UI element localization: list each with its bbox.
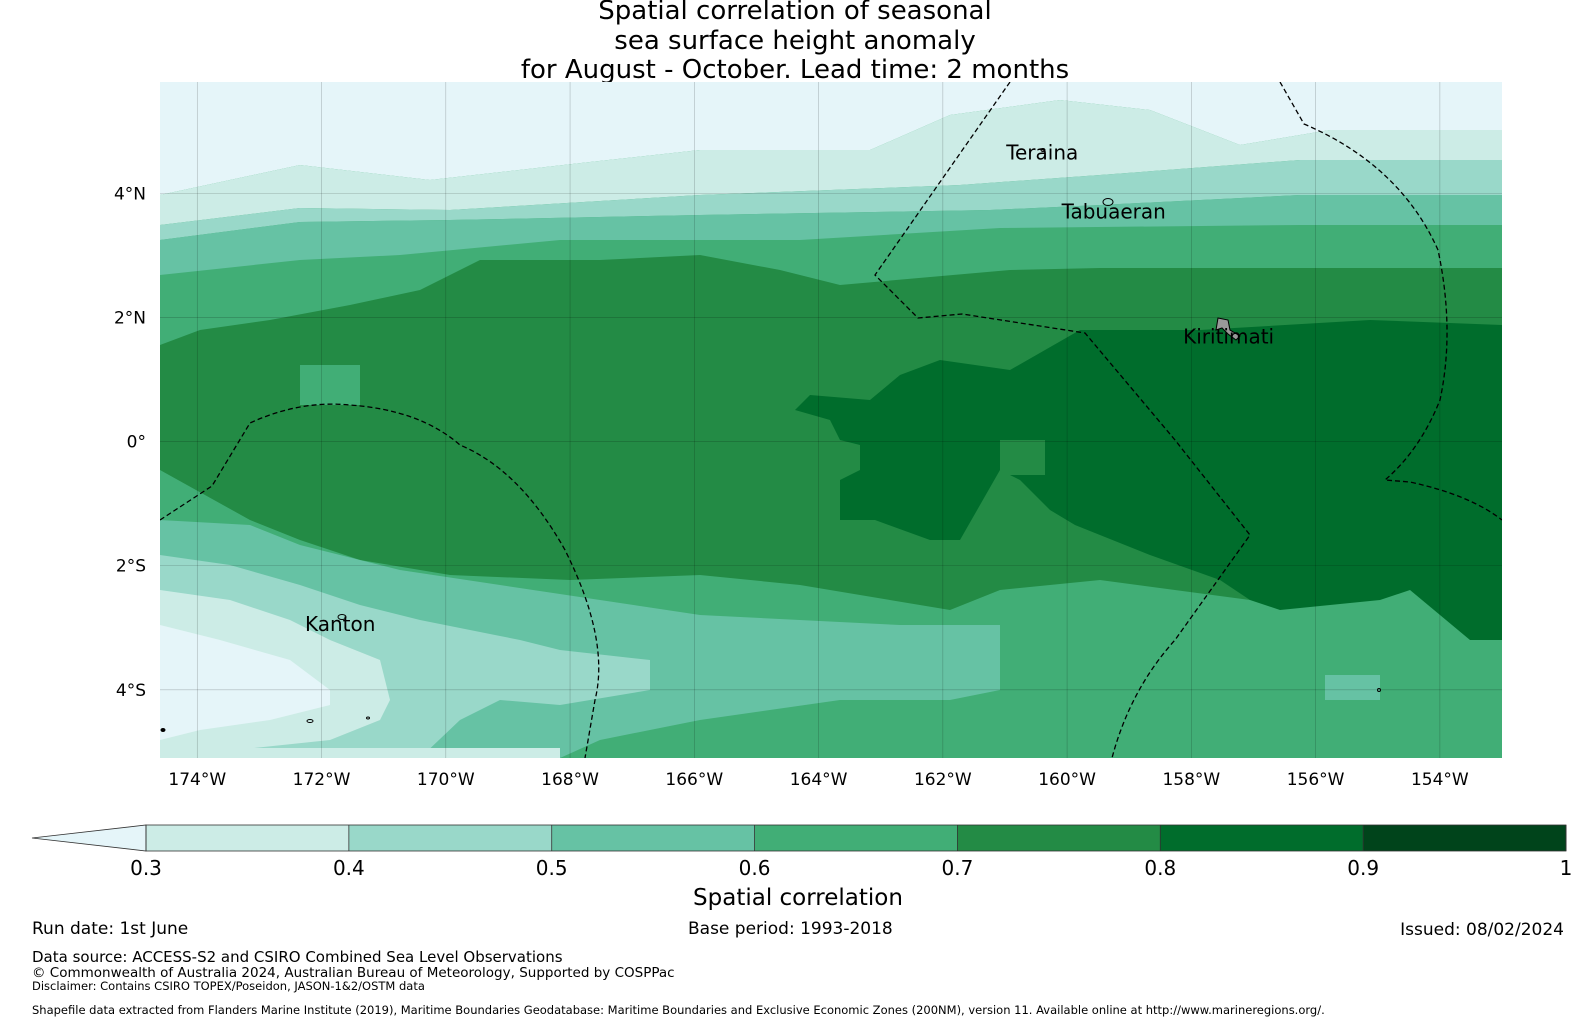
lon-tick-label: 164°W bbox=[790, 770, 848, 790]
island-kanton-shape bbox=[337, 614, 347, 620]
data-source: Data source: ACCESS-S2 and CSIRO Combine… bbox=[32, 948, 563, 966]
axis-ticks: 174°W 172°W 170°W 168°W 166°W 164°W 162°W 160°W… bbox=[114, 185, 1469, 790]
islands bbox=[160, 148, 1381, 732]
place-labels: Teraina Tabuaeran Kiritimati Kanton bbox=[305, 141, 1274, 636]
run-date: Run date: 1st June bbox=[32, 919, 189, 939]
lon-tick-label: 168°W bbox=[541, 770, 599, 790]
eez-boundaries bbox=[160, 82, 1502, 758]
title-line-3: for August - October. Lead time: 2 month… bbox=[520, 55, 1070, 85]
correlation-field bbox=[160, 82, 1502, 758]
chart-title: Spatial correlation of seasonal sea surf… bbox=[0, 0, 1590, 86]
island-teraina-shape bbox=[1040, 148, 1046, 152]
shapefile-credit: Shapefile data extracted from Flanders M… bbox=[32, 1003, 1325, 1017]
colorbar-tick-label: 0.5 bbox=[536, 856, 568, 880]
lon-tick-label: 156°W bbox=[1287, 770, 1345, 790]
field-bottom-edge bbox=[160, 748, 560, 758]
lat-tick-label: 4°N bbox=[114, 185, 146, 205]
field-patch-2 bbox=[1000, 440, 1045, 475]
place-label-teraina: Teraina bbox=[1005, 141, 1078, 165]
island-kiritimati-shape bbox=[1215, 317, 1241, 341]
field-region-north-03 bbox=[160, 100, 1502, 225]
colorbar-under-arrow bbox=[31, 824, 147, 852]
place-label-kiritimati: Kiritimati bbox=[1183, 325, 1274, 349]
place-label-tabuaeran: Tabuaeran bbox=[1061, 199, 1166, 223]
issued-date: Issued: 08/02/2024 bbox=[1400, 920, 1564, 940]
island-islet-3 bbox=[1377, 688, 1381, 692]
field-patch-1 bbox=[300, 365, 360, 405]
field-region-north-05 bbox=[160, 195, 1502, 275]
eez-kiribati-east bbox=[1279, 82, 1502, 521]
colorbar-tick-label: 0.9 bbox=[1347, 856, 1379, 880]
title-line-2: sea surface height anomaly bbox=[614, 25, 976, 56]
colorbar-bin bbox=[957, 825, 1161, 851]
colorbar-tick-label: 0.6 bbox=[739, 856, 771, 880]
colorbar-tick-label: 0.4 bbox=[333, 856, 365, 880]
colorbar-bin bbox=[1160, 825, 1364, 851]
lat-tick-label: 2°N bbox=[114, 309, 146, 329]
lat-tick-label: 0° bbox=[127, 433, 146, 453]
field-patch-3 bbox=[1325, 675, 1380, 700]
eez-kiribati-phoenix bbox=[160, 403, 600, 758]
base-period: Base period: 1993-2018 bbox=[688, 919, 893, 939]
colorbar-tick-label: 1 bbox=[1560, 856, 1573, 880]
lon-tick-label: 170°W bbox=[417, 770, 475, 790]
field-region-south-under bbox=[160, 625, 330, 740]
colorbar-bin bbox=[1363, 825, 1567, 851]
copyright: © Commonwealth of Australia 2024, Austra… bbox=[32, 965, 675, 981]
lon-tick-label: 160°W bbox=[1038, 770, 1096, 790]
title-line-1: Spatial correlation of seasonal bbox=[598, 0, 992, 26]
island-tabuaeran-shape bbox=[1102, 198, 1114, 206]
colorbar-bin bbox=[348, 825, 553, 851]
island-islet-1 bbox=[306, 719, 314, 723]
field-region-08-09 bbox=[795, 320, 1502, 640]
colorbar-tick-label: 0.7 bbox=[942, 856, 974, 880]
lat-tick-label: 2°S bbox=[116, 557, 146, 577]
disclaimer: Disclaimer: Contains CSIRO TOPEX/Poseido… bbox=[32, 979, 425, 993]
field-region-high-north bbox=[160, 82, 1502, 195]
colorbar-bin bbox=[146, 825, 350, 851]
colorbar-tick-label: 0.8 bbox=[1144, 856, 1176, 880]
lon-tick-label: 172°W bbox=[293, 770, 351, 790]
eez-line-islands bbox=[874, 82, 1251, 758]
lon-tick-label: 162°W bbox=[914, 770, 972, 790]
colorbar-bin bbox=[754, 825, 958, 851]
lat-tick-label: 4°S bbox=[116, 681, 146, 701]
place-label-kanton: Kanton bbox=[305, 612, 375, 636]
colorbar-bin bbox=[551, 825, 756, 851]
lon-tick-label: 174°W bbox=[168, 770, 226, 790]
colorbar-tick-label: 0.3 bbox=[130, 856, 162, 880]
field-region-north-04 bbox=[160, 160, 1502, 240]
lon-tick-label: 158°W bbox=[1162, 770, 1220, 790]
lon-tick-label: 166°W bbox=[665, 770, 723, 790]
lon-tick-label: 154°W bbox=[1411, 770, 1469, 790]
colorbar-label: Spatial correlation bbox=[693, 885, 903, 911]
gridlines bbox=[160, 82, 1502, 758]
colorbar: 0.3 0.4 0.5 0.6 0.7 0.8 0.9 1 bbox=[31, 824, 1573, 880]
island-islet-4 bbox=[160, 728, 166, 732]
island-islet-2 bbox=[366, 716, 370, 720]
